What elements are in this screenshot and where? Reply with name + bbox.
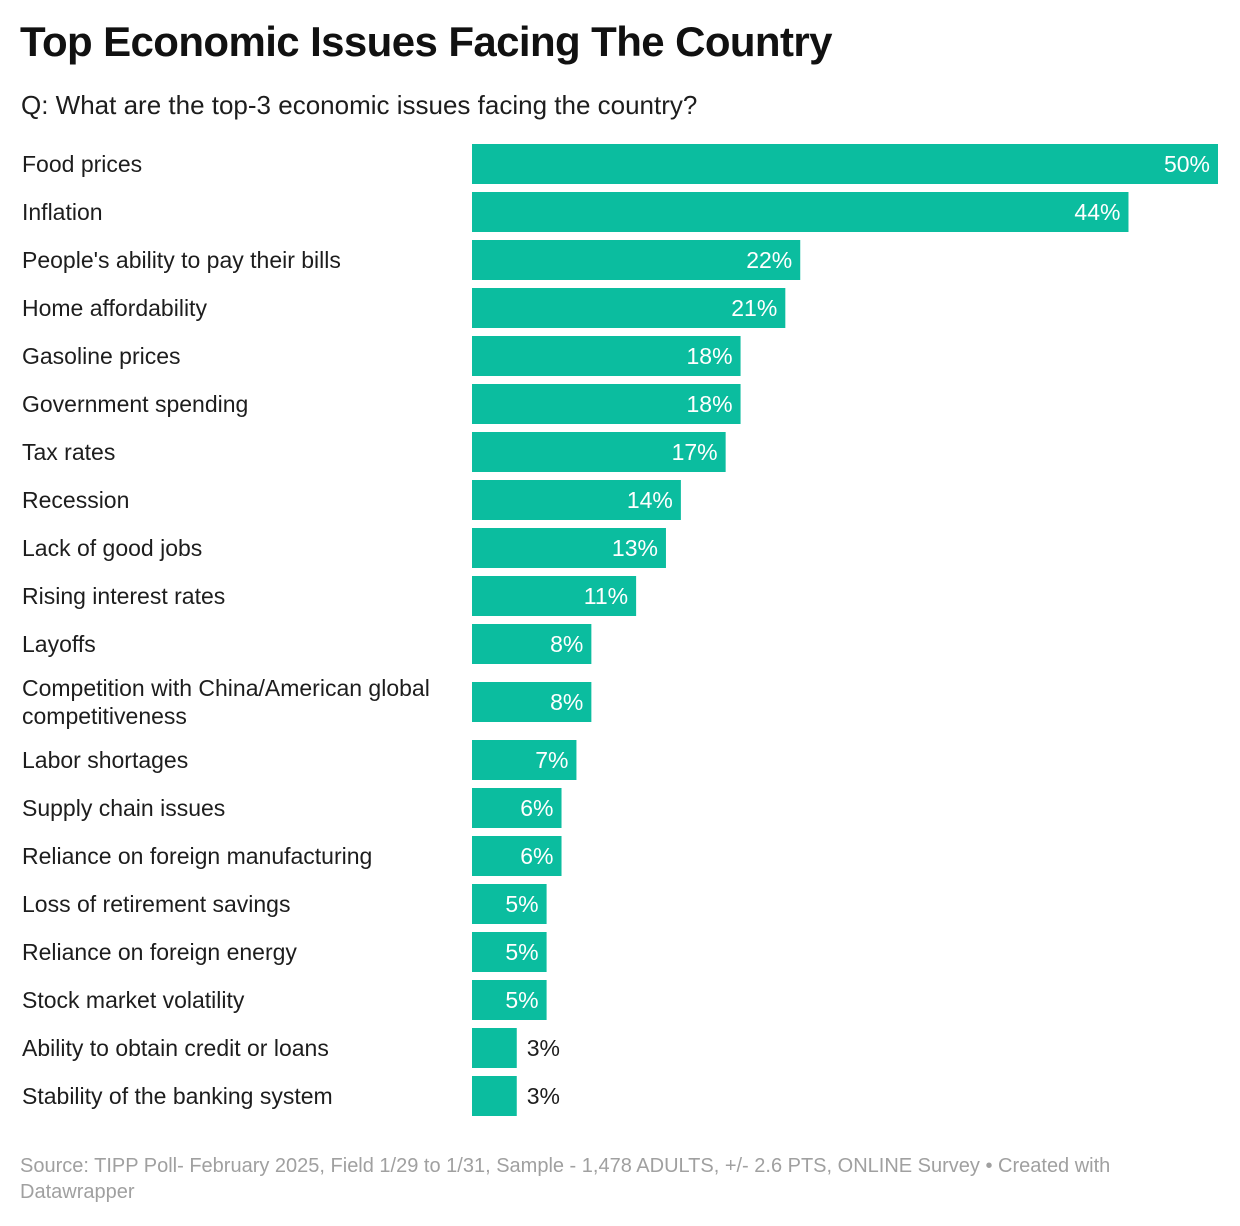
- value-label: 5%: [505, 987, 538, 1013]
- bar: [472, 836, 562, 876]
- value-label: 11%: [584, 583, 628, 609]
- chart-subtitle: Q: What are the top-3 economic issues fa…: [21, 90, 698, 120]
- value-label: 5%: [505, 891, 538, 917]
- value-label: 6%: [520, 795, 553, 821]
- bar: [472, 528, 666, 568]
- value-label: 21%: [731, 295, 777, 321]
- bar: [472, 682, 592, 722]
- category-label: Food prices: [22, 151, 142, 177]
- bar: [472, 980, 547, 1020]
- category-label: Stability of the banking system: [22, 1083, 333, 1109]
- bar: [472, 144, 1218, 184]
- category-label: Labor shortages: [22, 747, 188, 773]
- value-label: 8%: [550, 631, 583, 657]
- category-label: Inflation: [22, 199, 103, 225]
- bar: [472, 480, 681, 520]
- value-label: 3%: [527, 1035, 560, 1061]
- category-label: Layoffs: [22, 631, 96, 657]
- chart-title: Top Economic Issues Facing The Country: [20, 18, 832, 65]
- value-label: 17%: [672, 439, 718, 465]
- bar: [472, 336, 741, 376]
- value-label: 18%: [687, 391, 733, 417]
- category-label: Government spending: [22, 391, 248, 417]
- bar: [472, 240, 801, 280]
- value-label: 6%: [520, 843, 553, 869]
- category-label: Lack of good jobs: [22, 535, 202, 561]
- bar: [472, 624, 592, 664]
- value-label: 44%: [1074, 199, 1120, 225]
- source-note: Source: TIPP Poll- February 2025, Field …: [20, 1155, 980, 1177]
- value-label: 13%: [612, 535, 658, 561]
- category-label: People's ability to pay their bills: [22, 247, 341, 273]
- category-label: Supply chain issues: [22, 795, 225, 821]
- value-label: 7%: [535, 747, 568, 773]
- category-label: Recession: [22, 487, 129, 513]
- category-label: Reliance on foreign energy: [22, 939, 297, 965]
- bar: [472, 1076, 517, 1116]
- value-label: 5%: [505, 939, 538, 965]
- value-label: 18%: [687, 343, 733, 369]
- category-label: Loss of retirement savings: [22, 891, 290, 917]
- bar: [472, 932, 547, 972]
- bar: [472, 288, 786, 328]
- bar: [472, 788, 562, 828]
- chart-footer: Source: TIPP Poll- February 2025, Field …: [20, 1153, 1220, 1205]
- category-label: Home affordability: [22, 295, 207, 321]
- bar: [472, 884, 547, 924]
- category-label: Rising interest rates: [22, 583, 225, 609]
- bar: [472, 576, 637, 616]
- category-label: Ability to obtain credit or loans: [22, 1035, 329, 1061]
- value-label: 22%: [746, 247, 792, 273]
- bar: [472, 384, 741, 424]
- bar: [472, 1028, 517, 1068]
- value-label: 14%: [627, 487, 673, 513]
- value-label: 50%: [1164, 151, 1210, 177]
- bar: [472, 432, 726, 472]
- category-label: Gasoline prices: [22, 343, 181, 369]
- category-label: Competition with China/American global co…: [22, 675, 430, 729]
- category-label: Reliance on foreign manufacturing: [22, 843, 372, 869]
- credit-note: Created with Datawrapper: [20, 1155, 1111, 1203]
- footer-separator: •: [979, 1155, 999, 1177]
- value-label: 3%: [527, 1083, 560, 1109]
- value-label: 8%: [550, 689, 583, 715]
- bar: [472, 740, 577, 780]
- category-label: Stock market volatility: [22, 987, 245, 1013]
- category-label: Tax rates: [22, 439, 115, 465]
- bar: [472, 192, 1129, 232]
